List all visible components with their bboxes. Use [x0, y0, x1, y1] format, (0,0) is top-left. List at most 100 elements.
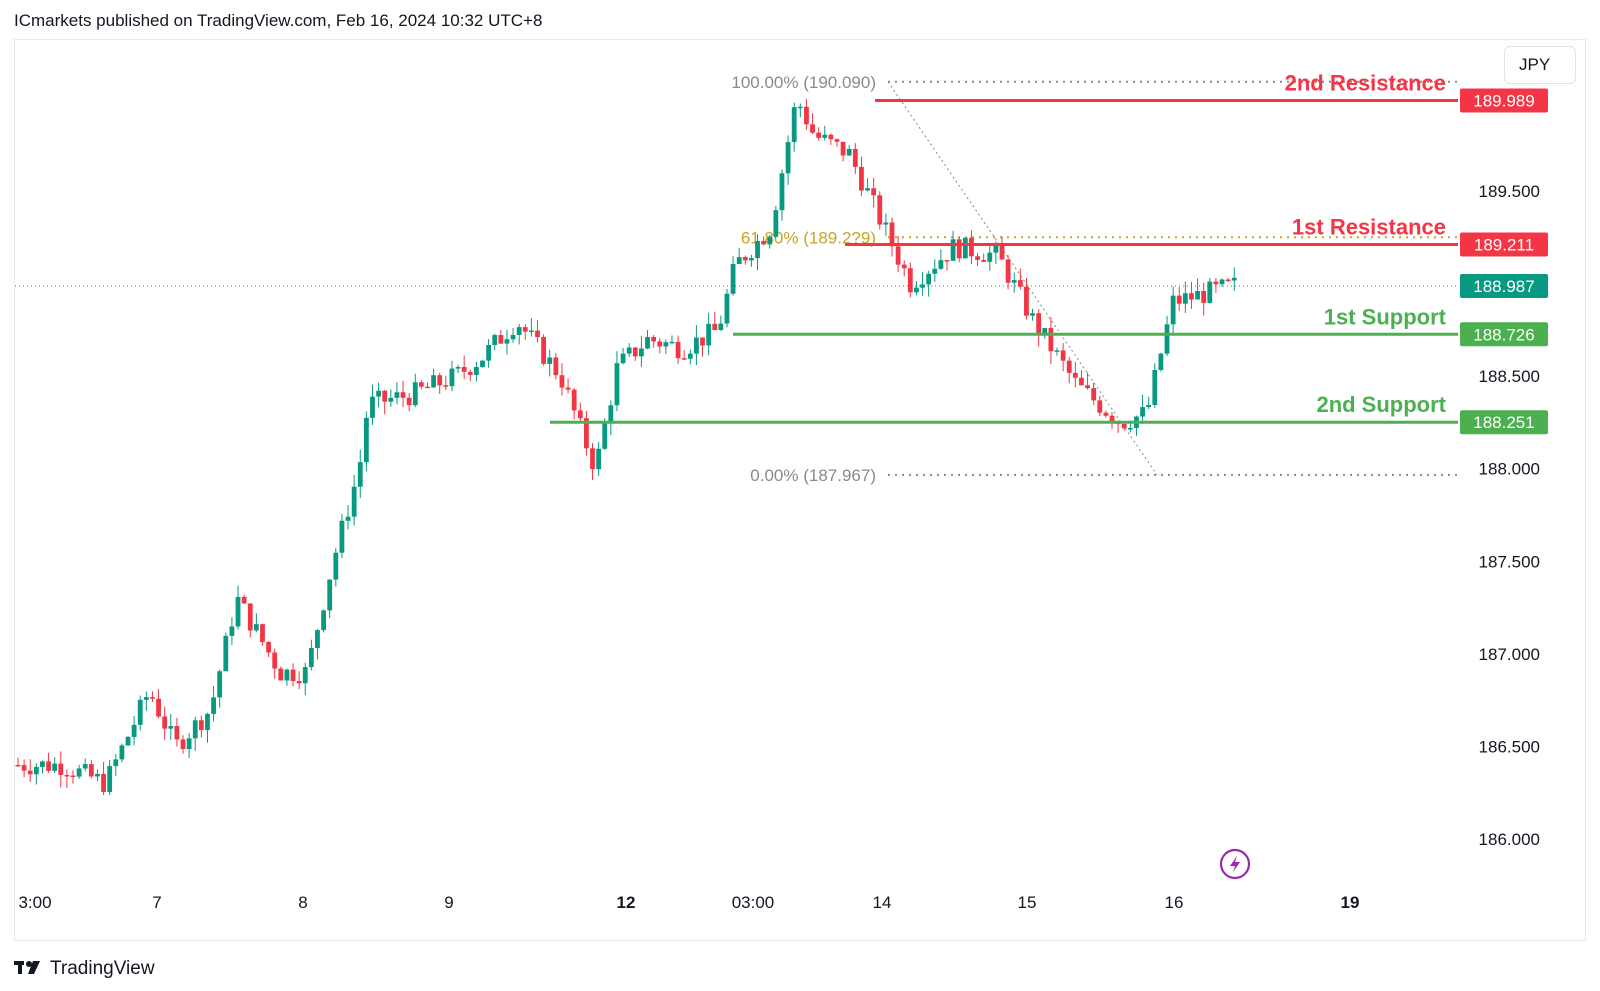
- candle-body: [1048, 328, 1054, 352]
- candle-body: [156, 698, 161, 717]
- candle-body: [510, 334, 516, 340]
- candle-body: [626, 347, 632, 354]
- candle-body: [749, 258, 754, 261]
- time-tick-label: 3:00: [18, 893, 51, 912]
- candle-body: [486, 345, 492, 361]
- candle-body: [645, 337, 650, 349]
- price-tick-label: 189.500: [1479, 182, 1540, 201]
- candle-body: [150, 697, 155, 699]
- candle-body: [492, 335, 498, 346]
- candle-body: [443, 385, 449, 387]
- candle-body: [865, 188, 870, 191]
- candle-body: [736, 257, 742, 265]
- candle-body: [969, 237, 974, 257]
- candle-body: [730, 264, 736, 294]
- candle-body: [235, 596, 241, 627]
- candle-body: [1103, 412, 1109, 416]
- candle-body: [406, 397, 412, 406]
- candle-body: [363, 417, 369, 463]
- candle-body: [895, 246, 901, 265]
- candle-body: [339, 520, 345, 553]
- time-tick-label: 14: [873, 893, 892, 912]
- candle-body: [987, 252, 993, 262]
- candle-body: [810, 124, 815, 133]
- candle-body: [27, 770, 33, 775]
- candle-body: [632, 347, 638, 357]
- currency-button[interactable]: JPY: [1504, 46, 1576, 84]
- candle-body: [357, 462, 363, 487]
- candle-body: [828, 134, 834, 140]
- candle-body: [700, 337, 705, 346]
- candle-body: [901, 264, 907, 269]
- candle-body: [345, 516, 351, 521]
- candle-body: [498, 335, 504, 344]
- candle-body: [455, 367, 461, 369]
- candle-body: [1060, 350, 1066, 361]
- candle-body: [1189, 293, 1194, 300]
- candle-body: [113, 759, 119, 767]
- candle-body: [1005, 259, 1011, 283]
- candle-body: [859, 166, 864, 191]
- candle-body: [938, 260, 944, 269]
- candle-body: [95, 773, 100, 777]
- candle-body: [657, 341, 663, 347]
- candle-body: [516, 327, 522, 335]
- candle-body: [504, 339, 510, 344]
- candle-body: [883, 222, 889, 225]
- candle-body: [1195, 291, 1200, 300]
- candle-body: [1066, 360, 1072, 373]
- time-tick-label: 12: [617, 893, 636, 912]
- candle-body: [1109, 415, 1115, 423]
- price-axis: 189.500 188.500 188.000 187.500 187.000 186.5…: [1479, 182, 1540, 849]
- time-axis: 3:00 7 8 9 12 03:00 14 15 16 19: [18, 893, 1359, 912]
- candle-body: [82, 764, 88, 769]
- candle-body: [651, 337, 657, 342]
- candle-body: [1158, 353, 1164, 371]
- candle-body: [1017, 280, 1023, 287]
- candle-body: [1140, 407, 1145, 417]
- lightning-icon[interactable]: [1219, 848, 1251, 880]
- candle-body: [565, 387, 571, 390]
- candle-body: [1127, 427, 1133, 430]
- candle-body: [602, 423, 608, 449]
- level-name-label: 1st Support: [1324, 304, 1447, 329]
- candle-body: [266, 641, 271, 653]
- candle-body: [755, 241, 760, 259]
- candle-body: [981, 259, 987, 262]
- candle-body: [1225, 279, 1231, 282]
- candle-body: [577, 410, 583, 419]
- price-tick-label: 188.000: [1479, 460, 1540, 479]
- candle-body: [944, 260, 950, 262]
- candle-body: [1054, 350, 1060, 352]
- time-tick-label: 15: [1018, 893, 1037, 912]
- candle-body: [1182, 293, 1188, 304]
- level-price-tag: [1460, 88, 1548, 113]
- fib-level-label: 100.00% (190.090): [731, 73, 876, 92]
- candle-body: [1164, 324, 1170, 354]
- time-tick-label: 19: [1341, 893, 1360, 912]
- candle-body: [535, 330, 540, 338]
- current-price-label: 188.987: [1473, 277, 1534, 296]
- candle-body: [614, 363, 620, 406]
- candle-body: [975, 256, 980, 260]
- candles: [15, 98, 1237, 796]
- candle-body: [852, 148, 858, 167]
- candle-body: [907, 268, 913, 293]
- candle-body: [180, 739, 186, 750]
- level-price-tag: [1460, 232, 1548, 257]
- candle-body: [229, 626, 235, 636]
- candle-body: [846, 148, 852, 156]
- candle-body: [1072, 372, 1078, 378]
- candle-body: [675, 341, 681, 359]
- candle-body: [217, 671, 223, 698]
- candle-body: [877, 195, 883, 225]
- candle-body: [541, 337, 547, 364]
- candle-body: [333, 552, 339, 580]
- price-tick-label: 186.500: [1479, 737, 1540, 756]
- candle-body: [1213, 281, 1219, 285]
- candle-body: [198, 720, 204, 731]
- candle-body: [88, 764, 94, 777]
- candle-body: [376, 390, 381, 397]
- candle-body: [1097, 400, 1103, 413]
